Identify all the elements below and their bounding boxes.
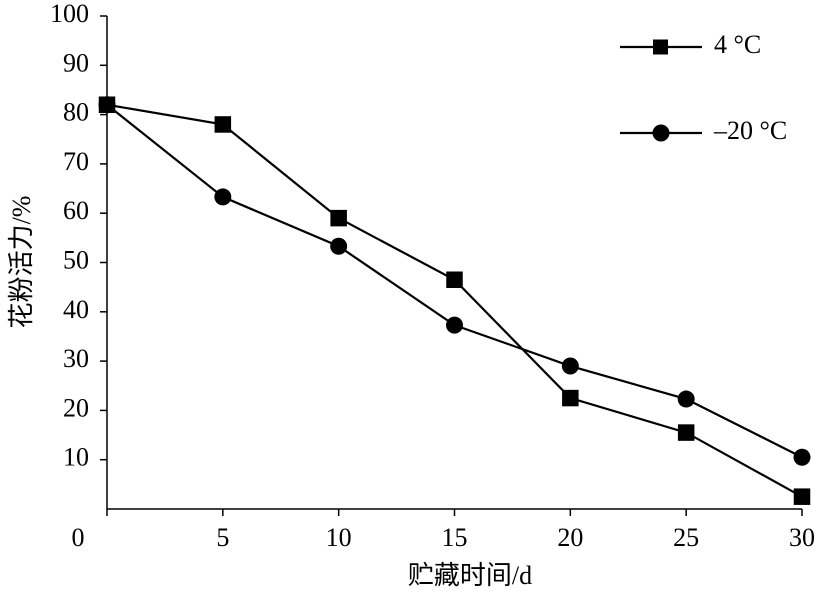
- x-tick-label: 5: [216, 523, 229, 552]
- data-point: [446, 271, 463, 289]
- x-axis-title: 贮藏时间/d: [408, 561, 532, 590]
- y-tick-label: 20: [63, 393, 89, 422]
- x-tick-label: 15: [442, 523, 468, 552]
- data-point: [562, 389, 579, 407]
- y-tick-label: 30: [63, 344, 89, 373]
- y-tick-label: 10: [63, 443, 89, 472]
- y-axis-title: 花粉活力/%: [7, 196, 36, 329]
- x-tick-label: 20: [557, 523, 583, 552]
- legend-label: 4 °C: [714, 30, 761, 59]
- data-point: [677, 390, 695, 408]
- data-point: [330, 237, 348, 255]
- x-tick-label: 30: [789, 523, 815, 552]
- data-point: [561, 357, 579, 375]
- data-point: [98, 96, 116, 114]
- data-point: [677, 424, 695, 441]
- legend-label: –20 °C: [713, 116, 787, 145]
- legend-marker: [652, 124, 670, 142]
- data-point: [330, 209, 347, 227]
- data-point: [214, 188, 232, 206]
- y-tick-label: 70: [63, 147, 89, 176]
- legend-marker: [653, 39, 668, 55]
- data-point: [793, 448, 811, 466]
- y-tick-label: 90: [63, 48, 89, 77]
- y-tick-label: 40: [63, 295, 89, 324]
- y-tick-label: 50: [63, 245, 89, 274]
- data-point: [793, 488, 811, 505]
- data-point: [214, 116, 232, 133]
- y-tick-label: 60: [63, 196, 89, 225]
- x-tick-label: 0: [72, 523, 85, 552]
- series-line: [106, 103, 803, 498]
- x-tick-label: 25: [673, 523, 699, 552]
- y-tick-label: 80: [63, 98, 89, 127]
- y-tick-label: 100: [50, 0, 89, 28]
- x-tick-label: 10: [326, 523, 352, 552]
- data-point: [446, 316, 463, 334]
